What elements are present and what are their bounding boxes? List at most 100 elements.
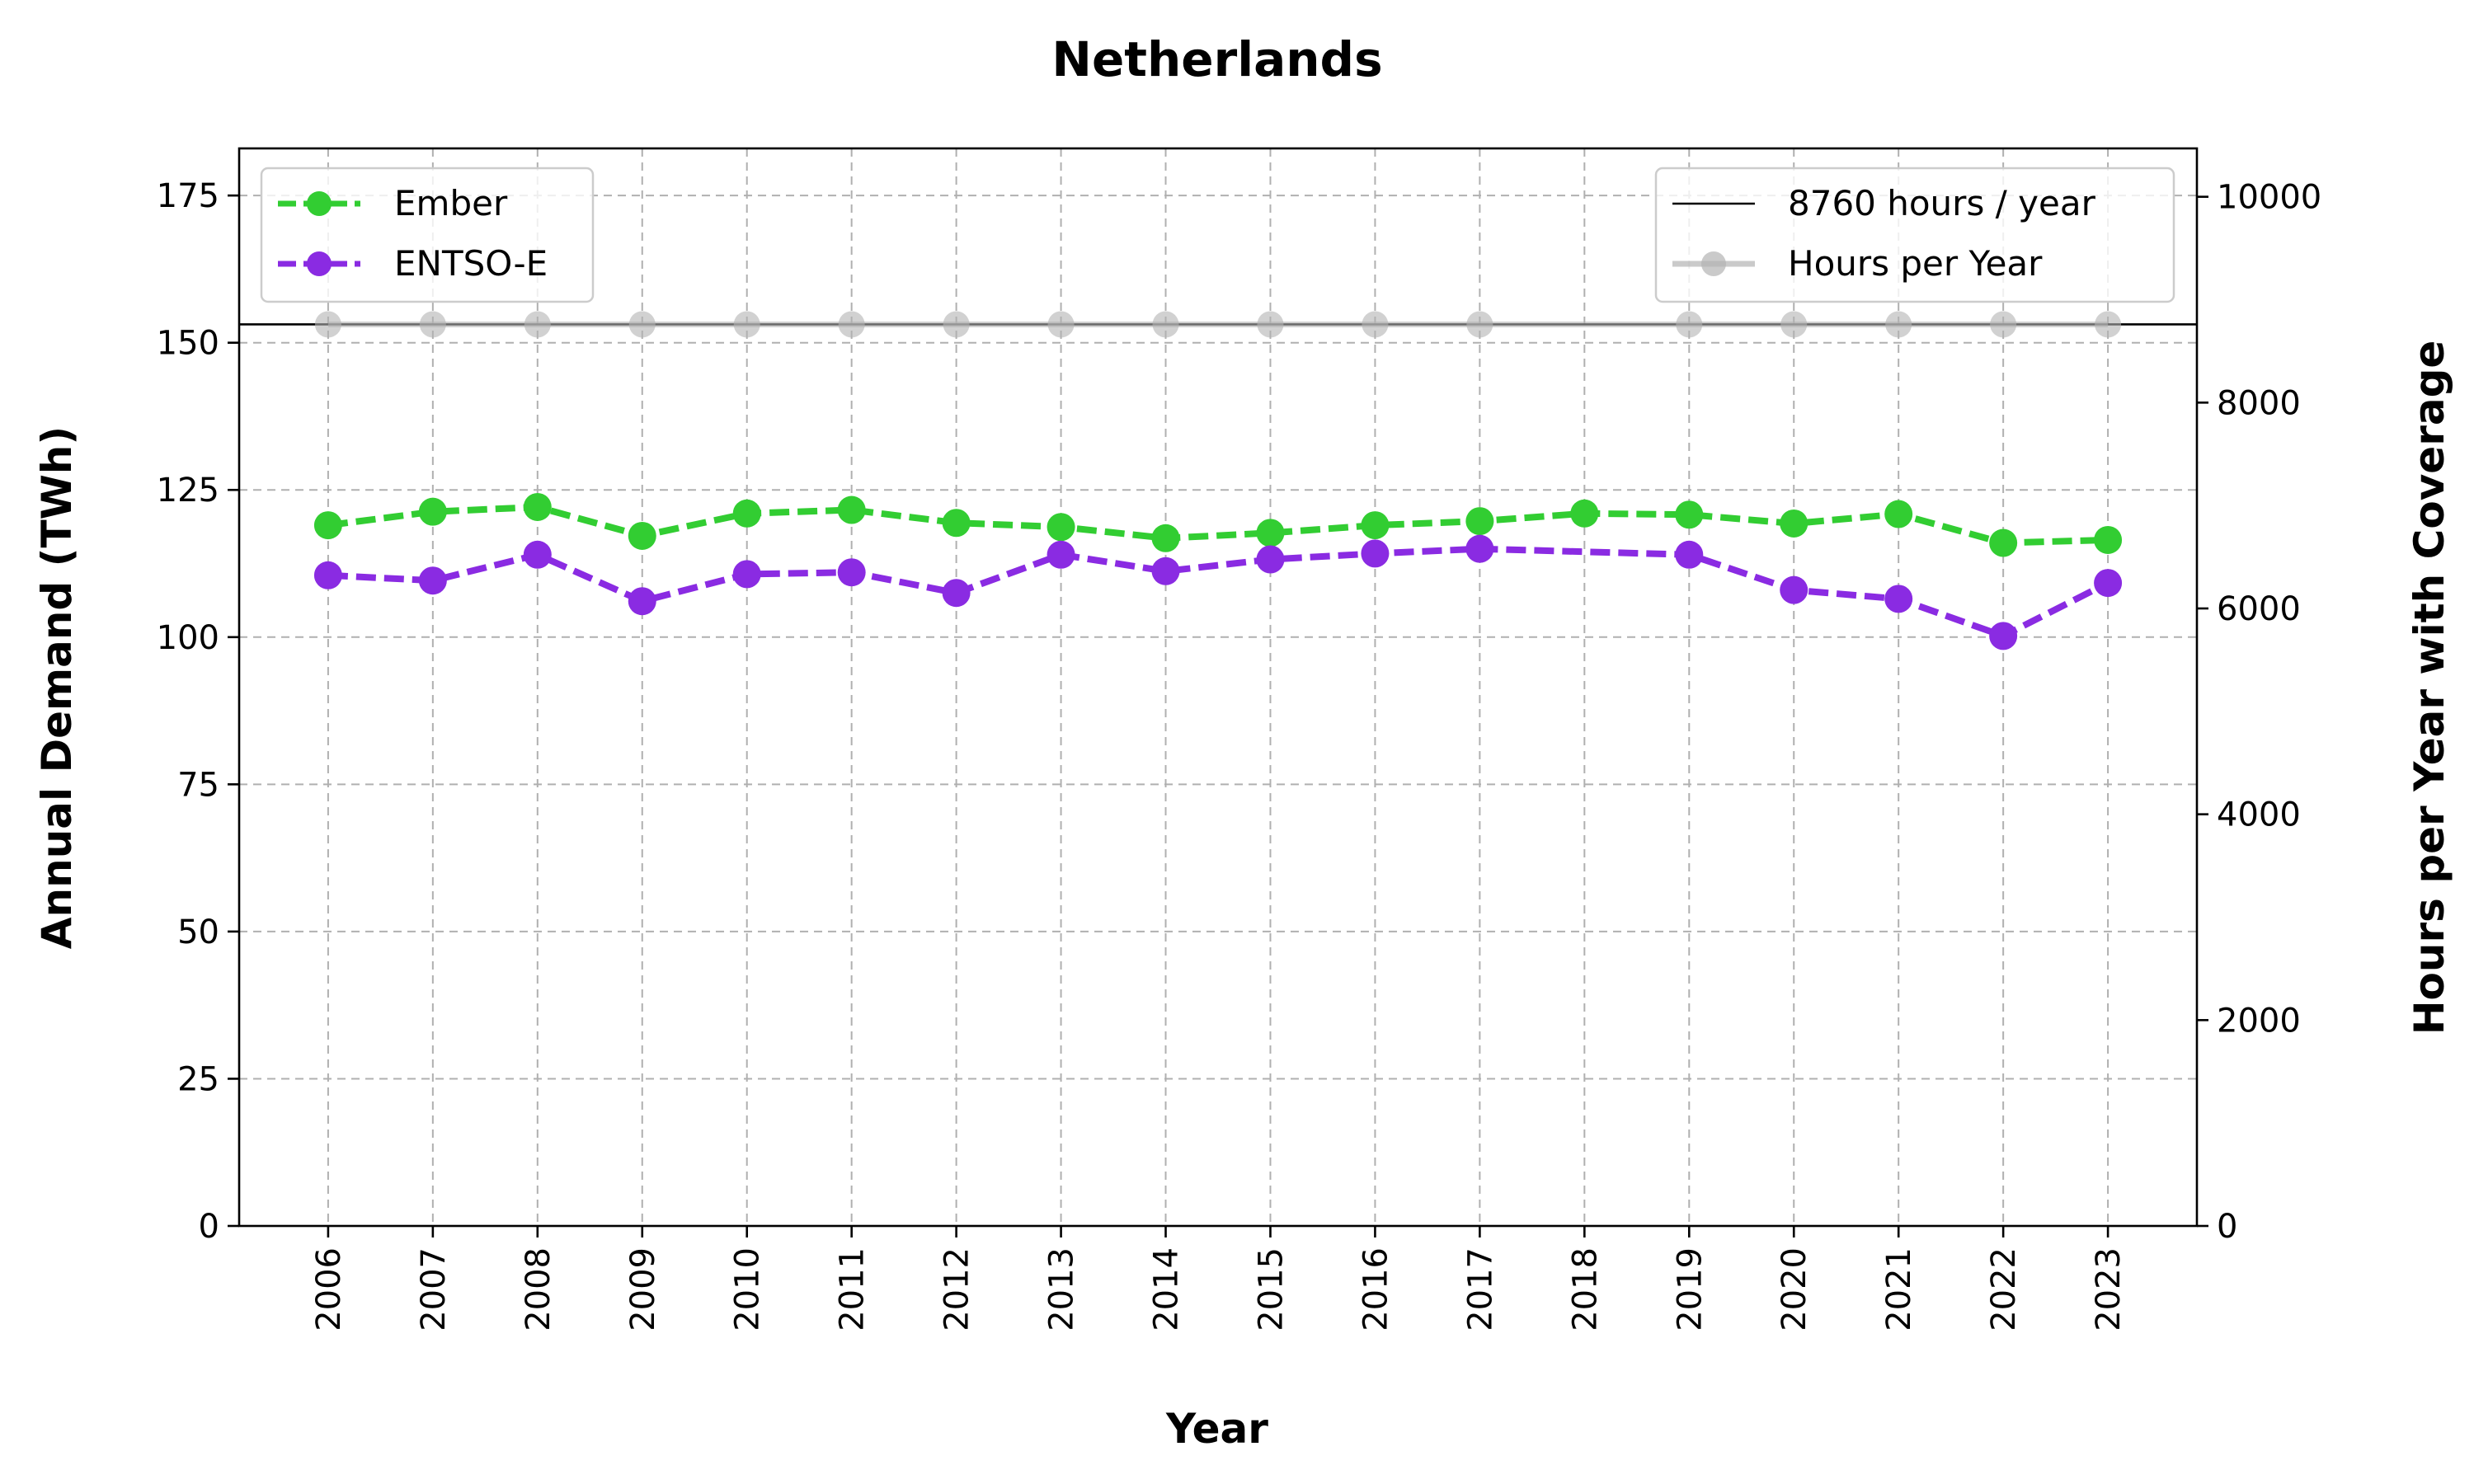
data-point bbox=[1675, 540, 1704, 569]
data-point bbox=[419, 311, 446, 338]
y-tick-label: 75 bbox=[177, 766, 219, 804]
x-tick-label: 2013 bbox=[1043, 1247, 1081, 1331]
y-tick-label: 150 bbox=[157, 325, 219, 363]
x-tick-label: 2020 bbox=[1776, 1247, 1813, 1331]
y-tick-label: 50 bbox=[177, 913, 219, 951]
x-axis-title: Year bbox=[1165, 1405, 1268, 1453]
data-point bbox=[1152, 311, 1179, 338]
y-tick-label: 100 bbox=[157, 619, 219, 657]
data-point bbox=[1676, 311, 1703, 338]
data-point bbox=[1885, 311, 1912, 338]
series-layer bbox=[313, 311, 2123, 650]
x-tick-label: 2018 bbox=[1566, 1247, 1604, 1331]
legend-label-8760: 8760 hours / year bbox=[1788, 183, 2096, 223]
data-point bbox=[732, 499, 761, 528]
data-point bbox=[1465, 534, 1494, 563]
data-point bbox=[2094, 525, 2123, 554]
data-point bbox=[1990, 311, 2017, 338]
legend-left: Ember ENTSO-E bbox=[260, 167, 595, 303]
data-point bbox=[1361, 511, 1390, 540]
x-tick-label: 2006 bbox=[310, 1247, 348, 1331]
data-point bbox=[628, 587, 656, 616]
x-axis: 2006 2007 2008 2009 2010 2011 2012 2013 2014 2015… bbox=[310, 1226, 2128, 1331]
y2-tick-label: 0 bbox=[2217, 1208, 2237, 1246]
chart-title: Netherlands bbox=[1051, 31, 1382, 87]
x-tick-label: 2016 bbox=[1357, 1247, 1395, 1331]
data-point bbox=[1780, 311, 1808, 338]
data-point bbox=[837, 495, 866, 524]
x-tick-label: 2022 bbox=[1985, 1247, 2023, 1331]
x-tick-label: 2008 bbox=[520, 1247, 557, 1331]
x-tick-label: 2011 bbox=[834, 1247, 872, 1331]
y2-axis-title: Hours per Year with Coverage bbox=[2406, 340, 2453, 1036]
data-point bbox=[1362, 311, 1389, 338]
x-tick-label: 2012 bbox=[938, 1247, 976, 1331]
y-axis-left: 0 25 50 75 100 125 150 175 bbox=[157, 177, 239, 1246]
data-point bbox=[1884, 500, 1913, 528]
legend-label-ember: Ember bbox=[394, 183, 508, 223]
data-point bbox=[2094, 569, 2123, 598]
data-point bbox=[313, 511, 342, 540]
x-tick-label: 2015 bbox=[1252, 1247, 1290, 1331]
legend-marker-ember bbox=[307, 191, 332, 216]
x-tick-label: 2019 bbox=[1671, 1247, 1709, 1331]
data-point bbox=[1884, 585, 1913, 613]
y2-tick-label: 2000 bbox=[2217, 1002, 2301, 1040]
y-axis-title: Annual Demand (TWh) bbox=[33, 426, 81, 949]
y-axis-right: 0 2000 4000 6000 8000 10000 bbox=[2197, 179, 2321, 1246]
data-point bbox=[418, 566, 447, 595]
data-point bbox=[523, 540, 552, 569]
data-point bbox=[418, 497, 447, 526]
data-point bbox=[1466, 311, 1493, 338]
data-point bbox=[1151, 524, 1180, 552]
data-point bbox=[732, 560, 761, 589]
series-hours-per-year bbox=[314, 311, 2122, 338]
data-point bbox=[1257, 311, 1284, 338]
x-tick-label: 2017 bbox=[1461, 1247, 1499, 1331]
data-point bbox=[1989, 622, 2018, 650]
plot-frame bbox=[238, 147, 2199, 1228]
data-point bbox=[1047, 540, 1075, 569]
data-point bbox=[1465, 507, 1494, 536]
series-entso-e bbox=[313, 534, 2123, 650]
data-point bbox=[1675, 500, 1704, 529]
legend-right: 8760 hours / year Hours per Year bbox=[1654, 167, 2175, 303]
data-point bbox=[523, 492, 552, 521]
data-point bbox=[838, 311, 865, 338]
y2-tick-label: 10000 bbox=[2217, 179, 2321, 217]
data-point bbox=[628, 521, 656, 550]
data-point bbox=[1361, 539, 1390, 568]
series-line bbox=[327, 504, 2109, 547]
y2-tick-label: 6000 bbox=[2217, 590, 2301, 628]
data-point bbox=[1256, 545, 1285, 574]
legend-right-box bbox=[1654, 167, 2175, 303]
x-tick-label: 2010 bbox=[729, 1247, 767, 1331]
legend-label-hours: Hours per Year bbox=[1788, 243, 2043, 284]
y-tick-label: 125 bbox=[157, 472, 219, 510]
y2-tick-label: 8000 bbox=[2217, 384, 2301, 422]
data-point bbox=[942, 579, 971, 608]
data-point bbox=[942, 509, 971, 538]
data-point bbox=[2095, 311, 2122, 338]
data-point bbox=[628, 311, 656, 338]
data-point bbox=[313, 561, 342, 589]
legend-label-entsoe: ENTSO-E bbox=[394, 243, 548, 284]
data-point bbox=[314, 311, 341, 338]
data-point bbox=[1256, 519, 1285, 547]
y-tick-label: 25 bbox=[177, 1060, 219, 1098]
data-point bbox=[524, 311, 551, 338]
data-point bbox=[1047, 513, 1075, 542]
data-point bbox=[1780, 509, 1808, 538]
data-point bbox=[1570, 499, 1599, 528]
y-tick-label: 0 bbox=[199, 1208, 219, 1246]
y2-tick-label: 4000 bbox=[2217, 796, 2301, 834]
grid bbox=[239, 148, 2197, 1227]
x-tick-label: 2007 bbox=[415, 1247, 453, 1331]
x-tick-label: 2021 bbox=[1880, 1247, 1918, 1331]
data-point bbox=[837, 558, 866, 587]
y-tick-label: 175 bbox=[157, 177, 219, 215]
data-point bbox=[1151, 556, 1180, 585]
legend-marker-hours bbox=[1701, 251, 1726, 276]
x-tick-label: 2009 bbox=[624, 1247, 662, 1331]
